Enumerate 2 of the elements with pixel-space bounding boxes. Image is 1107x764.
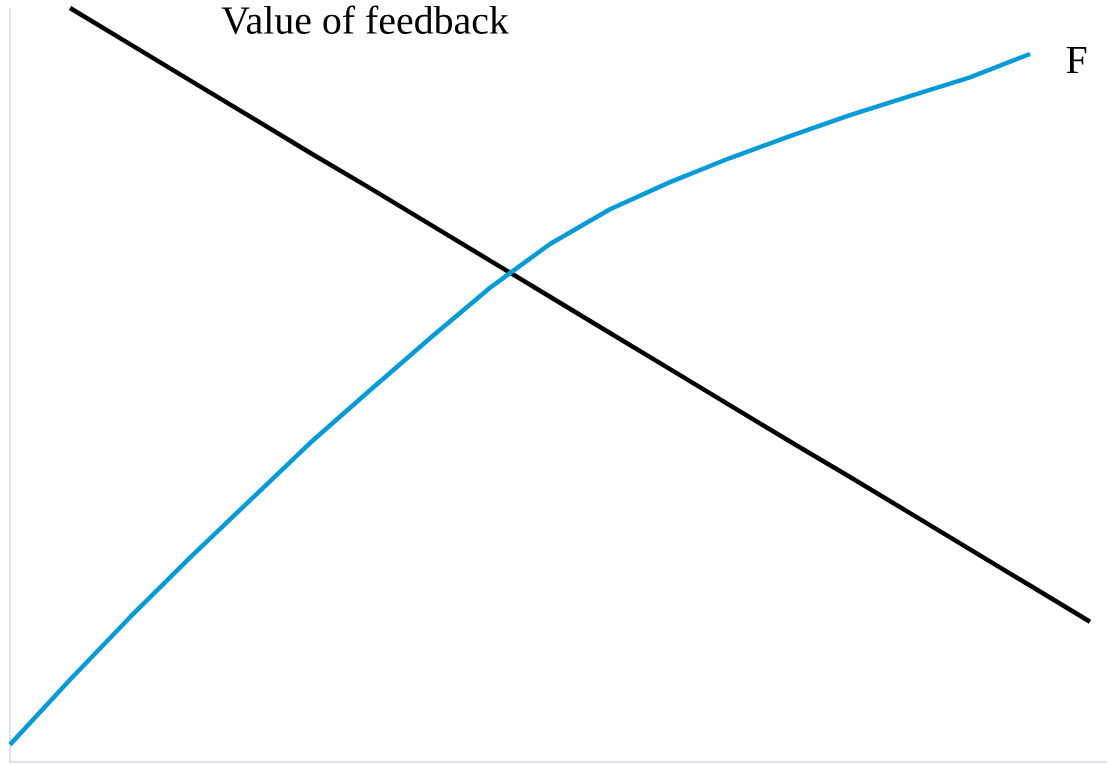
series-label: Value of feedback: [221, 5, 509, 35]
series-label: F: [1066, 46, 1087, 74]
